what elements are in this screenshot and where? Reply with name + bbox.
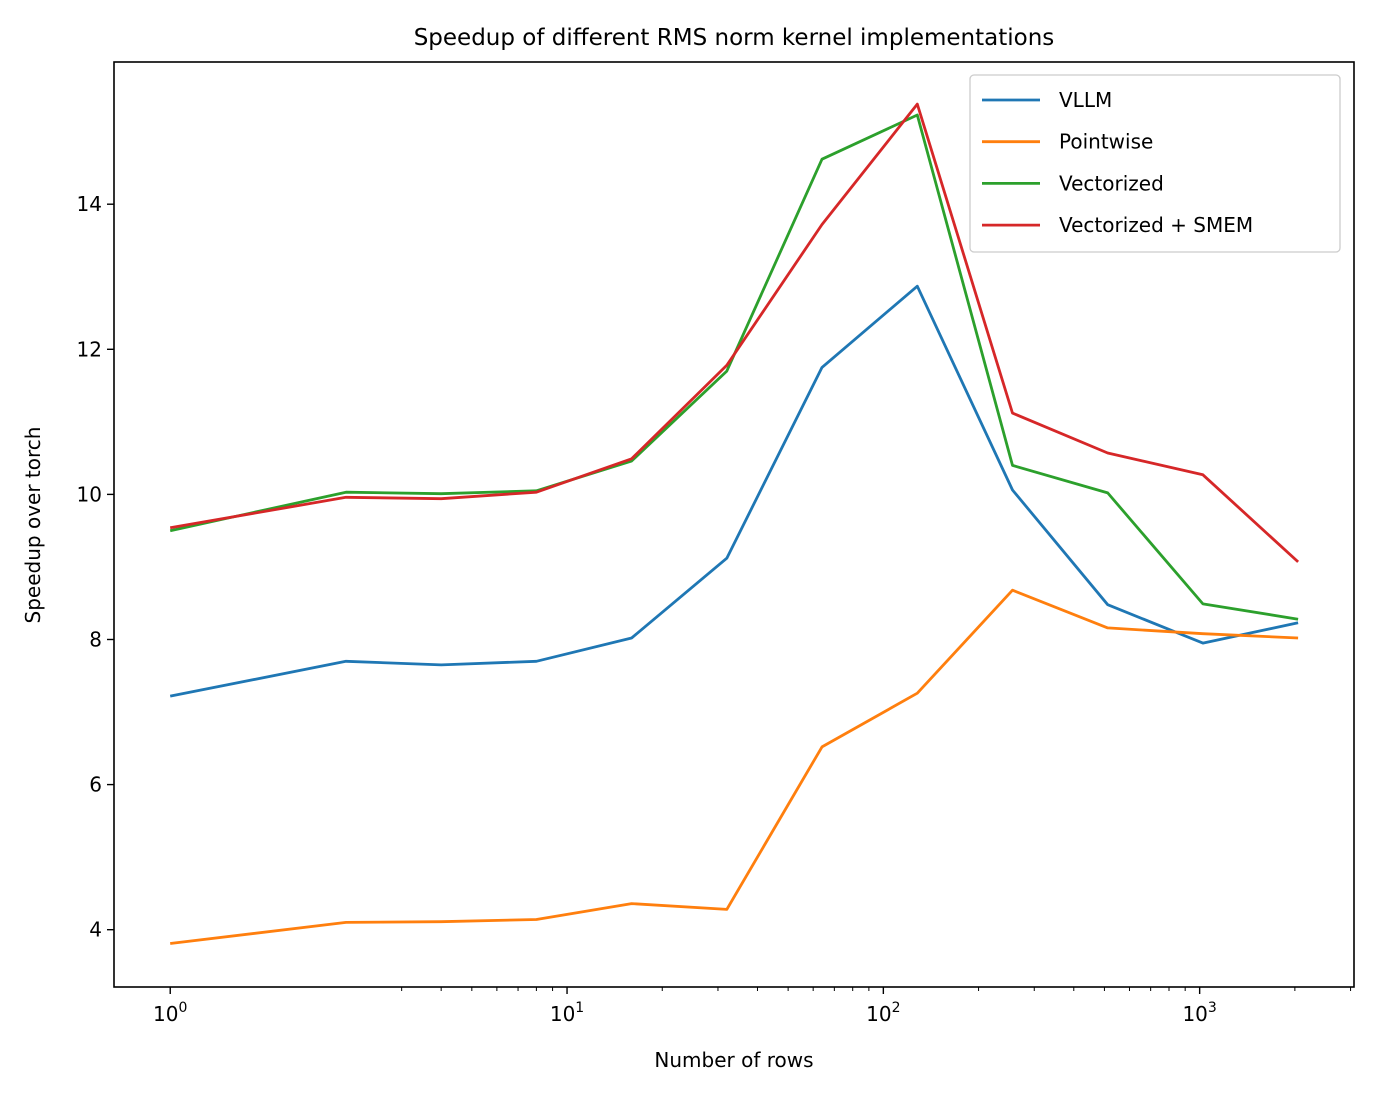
y-axis-label: Speedup over torch — [21, 427, 45, 624]
legend-label: Vectorized — [1059, 171, 1164, 195]
x-axis-label: Number of rows — [654, 1048, 813, 1072]
y-tick-label: 12 — [77, 337, 102, 361]
chart-title: Speedup of different RMS norm kernel imp… — [414, 25, 1055, 51]
y-tick-label: 14 — [77, 192, 102, 216]
x-tick-label: 100 — [153, 1000, 187, 1026]
x-tick-label: 101 — [550, 1000, 584, 1026]
y-axis: 4 6 8 10 12 14 — [77, 192, 114, 942]
series-line-pointwise — [170, 588, 1299, 945]
series-line-vllm — [169, 284, 1299, 698]
y-tick-label: 8 — [89, 627, 102, 651]
legend-label: VLLM — [1059, 88, 1112, 112]
x-tick-label: 102 — [866, 1000, 900, 1026]
axes-frame — [113, 61, 1355, 988]
series-line-vectorized-smem — [169, 102, 1300, 563]
legend-label: Pointwise — [1059, 130, 1153, 154]
legend-label: Vectorized + SMEM — [1059, 213, 1253, 237]
legend: VLLM Pointwise Vectorized Vectorized + SMEM — [969, 74, 1341, 253]
series-line-vectorized — [169, 113, 1299, 621]
plot-area — [169, 102, 1300, 945]
y-tick-label: 10 — [77, 482, 102, 506]
y-tick-label: 4 — [89, 918, 102, 942]
x-tick-label: 103 — [1182, 1000, 1216, 1026]
y-tick-label: 6 — [89, 773, 102, 797]
legend-box — [969, 74, 1341, 253]
x-axis: 100 101 102 103 — [153, 987, 1352, 1026]
